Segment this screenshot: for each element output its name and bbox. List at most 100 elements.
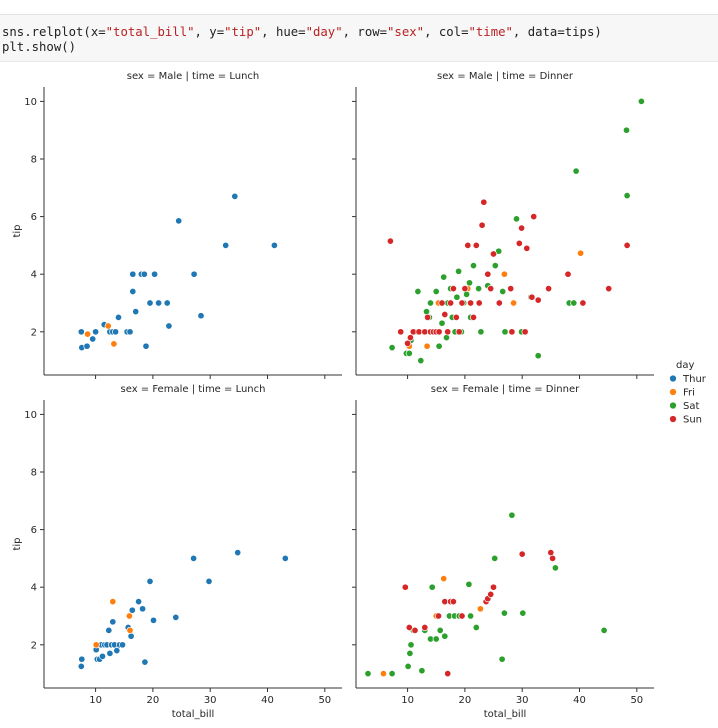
y-tick-label: 8 [31, 155, 37, 166]
data-point-thur [140, 270, 148, 278]
code-cell[interactable]: sns.relplot(x="total_bill", y="tip", hue… [0, 14, 718, 62]
data-point-fri [379, 670, 388, 678]
data-point-sat [432, 635, 440, 643]
data-point-sun [421, 623, 429, 632]
data-point-sat [438, 319, 446, 327]
panel-title: sex = Male | time = Dinner [437, 71, 574, 82]
data-point-thur [142, 342, 150, 350]
data-point-sun [435, 328, 443, 336]
data-point-sun [406, 334, 414, 342]
code-string-token: "time" [468, 25, 513, 39]
data-point-sun [461, 285, 469, 293]
data-point-sat [475, 285, 483, 293]
data-point-sat [388, 670, 396, 678]
data-point-sat [467, 612, 475, 620]
data-point-sun [518, 224, 526, 232]
data-point-thur [127, 632, 135, 640]
data-point-sun [515, 239, 523, 247]
data-point-sat [623, 192, 631, 200]
data-point-thur [175, 217, 183, 225]
data-point-thur [281, 554, 289, 562]
x-axis-label: total_bill [172, 709, 215, 720]
data-point-thur [172, 613, 180, 621]
data-point-thur [77, 328, 85, 336]
data-point-sun [447, 299, 455, 307]
x-tick-label: 10 [89, 695, 102, 706]
data-point-sun [467, 299, 475, 307]
data-point-thur [89, 335, 97, 343]
data-point-sat [600, 626, 608, 634]
panel-title: sex = Male | time = Lunch [127, 71, 260, 82]
code-line-2: plt.show() [2, 40, 77, 54]
x-tick-label: 30 [204, 695, 217, 706]
data-point-thur [139, 605, 147, 613]
code-string-token: "day" [305, 25, 343, 39]
legend-marker-fri [669, 388, 677, 396]
data-point-sun [605, 285, 613, 293]
data-point-sat [436, 626, 444, 634]
panel-title: sex = Female | time = Lunch [121, 384, 266, 395]
data-point-sat [508, 511, 516, 519]
data-point-sat [637, 97, 645, 105]
data-point-sun [521, 328, 529, 336]
data-point-fri [440, 575, 448, 583]
data-point-sat [440, 273, 448, 281]
y-tick-label: 2 [31, 327, 37, 338]
data-point-sun [452, 313, 460, 321]
data-point-sun [545, 285, 553, 293]
data-point-sat [622, 126, 631, 134]
code-string-token: "total_bill" [105, 25, 195, 39]
data-point-thur [135, 598, 143, 606]
data-point-fri [104, 322, 112, 330]
x-tick-label: 40 [261, 695, 274, 706]
data-point-sun [549, 554, 557, 562]
data-point-sat [472, 623, 480, 632]
data-point-sun [475, 299, 483, 307]
y-tick-label: 8 [31, 468, 37, 479]
data-point-sat [388, 344, 396, 352]
data-point-sun [441, 598, 449, 606]
code-token: , row= [342, 25, 388, 39]
data-point-sun [434, 612, 443, 620]
x-tick-label: 20 [459, 695, 472, 706]
panel-title: sex = Female | time = Dinner [431, 384, 580, 395]
data-point-sun [397, 328, 405, 336]
data-point-sat [491, 554, 499, 562]
data-point-sun [449, 598, 457, 606]
data-point-sat [570, 299, 578, 307]
data-point-sat [418, 667, 426, 675]
data-point-thur [149, 616, 158, 624]
code-editor[interactable]: sns.relplot(x="total_bill", y="tip", hue… [2, 25, 602, 55]
data-point-thur [83, 342, 91, 350]
y-tick-label: 10 [24, 97, 37, 108]
data-point-fri [92, 641, 100, 649]
legend-label-sat: Sat [683, 401, 699, 412]
y-tick-label: 10 [24, 410, 37, 421]
data-point-sat [435, 342, 443, 350]
data-point-sun [489, 583, 498, 591]
data-point-sun [534, 296, 542, 304]
data-point-sun [405, 623, 413, 632]
data-point-sat [414, 287, 422, 296]
data-point-thur [234, 549, 242, 557]
data-point-sun [444, 670, 452, 678]
data-point-sat [498, 655, 506, 663]
data-point-sat [364, 670, 372, 678]
data-point-fri [109, 598, 117, 606]
data-point-thur [163, 299, 171, 307]
data-point-sun [518, 550, 526, 558]
x-tick-label: 20 [147, 695, 160, 706]
data-point-sat [453, 293, 461, 301]
data-point-sat [491, 262, 499, 270]
data-point-thur [106, 649, 114, 657]
data-point-sun [547, 549, 555, 557]
data-point-thur [114, 313, 123, 321]
y-tick-label: 6 [31, 212, 37, 223]
data-point-fri [510, 299, 518, 307]
relplot-figure: sex = Male | time = Lunch 2 4 6 8 10 tip sex = … [12, 71, 707, 720]
data-point-sun [415, 328, 423, 336]
data-point-sat [406, 649, 414, 657]
data-point-sun [507, 285, 515, 293]
y-tick-label: 6 [31, 525, 37, 536]
data-point-fri [84, 330, 92, 338]
